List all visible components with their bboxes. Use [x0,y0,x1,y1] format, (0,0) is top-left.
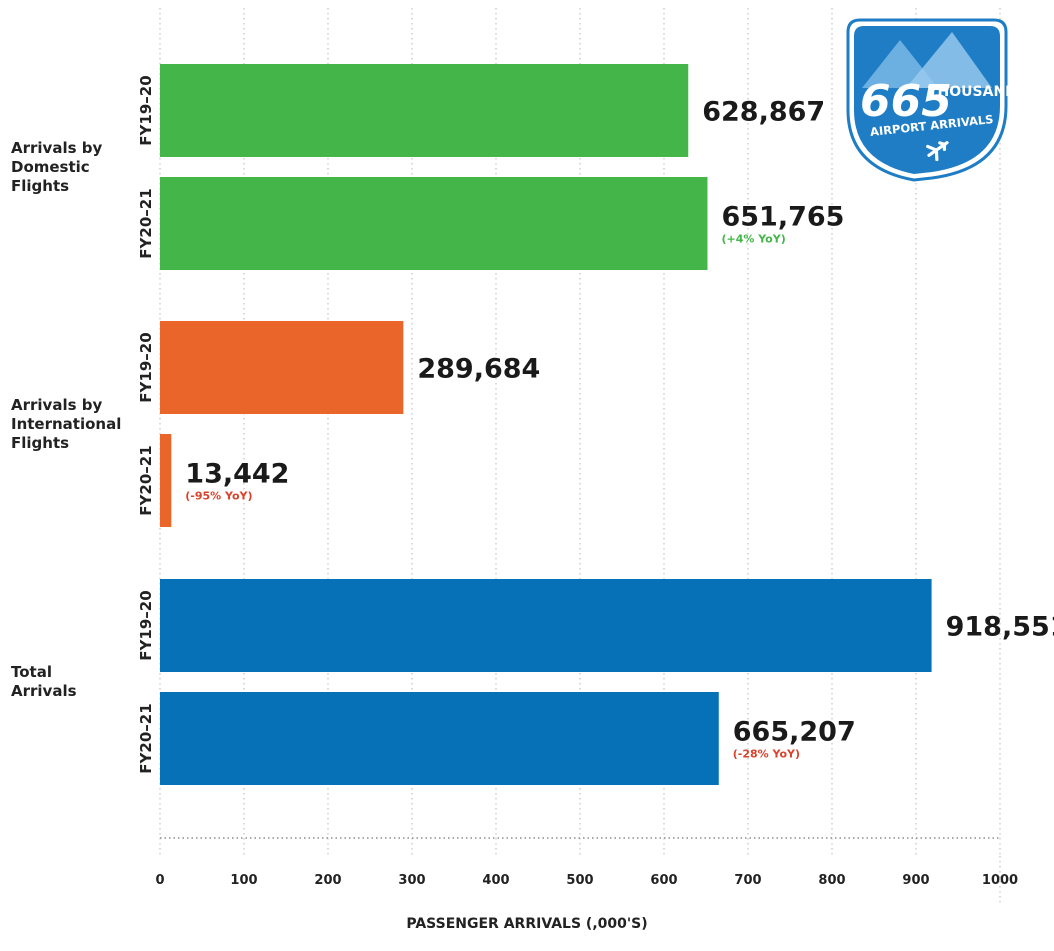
bar-value-label: 918,551 [946,612,1054,643]
bar-value-label: 289,684 [417,354,540,385]
bar [160,579,932,672]
x-axis: 0 100 200 300 400 500 600 700 800 900 1000 [155,873,1018,888]
group-label: Arrivals by Domestic Flights [11,138,103,195]
bar [160,692,719,785]
bar-change-label: (-95% YoY) [185,490,252,503]
x-tick-label: 400 [482,873,509,888]
bar [160,321,404,414]
bar-year-label: FY20–21 [137,188,155,258]
badge-unit: THOUSAND [928,84,1017,100]
bar-value-label: 13,442 [185,459,289,490]
x-tick-label: 0 [155,873,164,888]
x-tick-label: 1000 [982,873,1018,888]
mountain-icon [906,32,992,88]
bar [160,177,708,270]
bar [160,64,689,157]
x-tick-label: 900 [902,873,929,888]
x-axis-title: PASSENGER ARRIVALS (,000'S) [406,916,648,932]
airplane-icon [926,141,949,162]
bar-value-label: 651,765 [721,202,844,233]
group-label: Arrivals by International Flights [11,395,122,452]
bar-value-label: 628,867 [702,97,825,128]
badge-number: 665 [860,76,952,127]
badge-665-thousand: 665 THOUSAND AIRPORT ARRIVALS [846,18,1017,182]
x-tick-label: 600 [650,873,677,888]
group-label: Total Arrivals [11,663,77,700]
bar-year-label: FY19–20 [137,590,155,660]
bar-year-label: FY20–21 [137,703,155,773]
x-tick-label: 800 [818,873,845,888]
bar-change-label: (-28% YoY) [733,748,800,761]
x-tick-label: 300 [398,873,425,888]
bar-value-label: 665,207 [733,717,856,748]
x-tick-label: 200 [314,873,341,888]
bar-year-label: FY19–20 [137,75,155,145]
bar-change-label: (+4% YoY) [721,233,785,246]
bar-year-label: FY19–20 [137,332,155,402]
bar [160,434,172,527]
bar-year-label: FY20–21 [137,445,155,515]
x-tick-label: 700 [734,873,761,888]
x-tick-label: 100 [230,873,257,888]
x-tick-label: 500 [566,873,593,888]
bars-layer: FY19–20 628,867 FY20–21 651,765(+4% YoY) FY1… [137,64,1054,785]
